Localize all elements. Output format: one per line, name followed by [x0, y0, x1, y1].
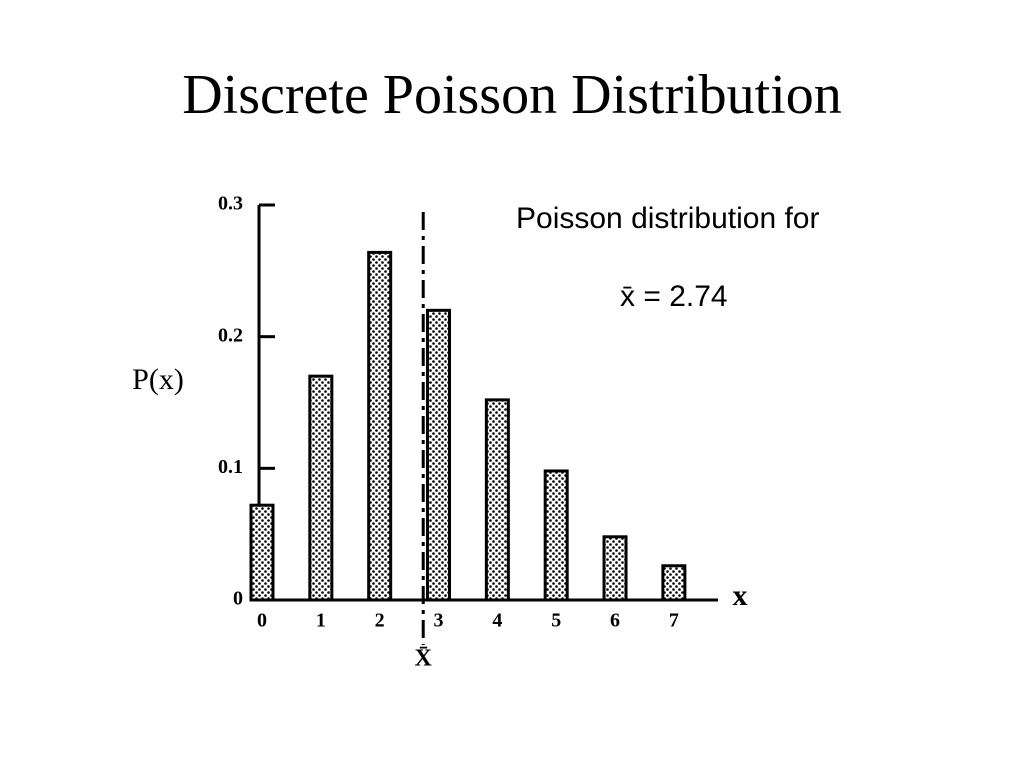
- x-axis-label: x: [733, 579, 748, 612]
- bar: [661, 564, 687, 602]
- chart-title: Discrete Poisson Distribution: [182, 64, 842, 126]
- x-tick-label: 4: [492, 610, 502, 632]
- bar: [249, 503, 275, 602]
- bar: [484, 398, 510, 602]
- annotation: Poisson distribution for: [516, 202, 820, 235]
- x-tick-label: 3: [434, 610, 444, 632]
- y-tick-label: 0.1: [218, 456, 243, 478]
- mean-axis-label: X̄: [415, 646, 433, 672]
- y-tick-label: 0: [233, 588, 243, 610]
- y-axis-label: P(x): [132, 363, 184, 396]
- mean-annotation: x̄ = 2.74: [620, 280, 728, 313]
- x-tick-label: 5: [551, 610, 561, 632]
- y-tick-label: 0.2: [218, 324, 243, 346]
- x-tick-label: 0: [257, 610, 267, 632]
- bar: [602, 535, 628, 602]
- x-tick-label: 1: [316, 610, 326, 632]
- bar: [308, 374, 334, 602]
- x-tick-label: 2: [375, 610, 385, 632]
- bar: [367, 250, 393, 602]
- x-tick-label: 7: [669, 610, 679, 632]
- y-tick-label: 0.3: [218, 193, 243, 215]
- bar: [543, 469, 569, 602]
- x-tick-label: 6: [610, 610, 620, 632]
- bar: [426, 308, 452, 602]
